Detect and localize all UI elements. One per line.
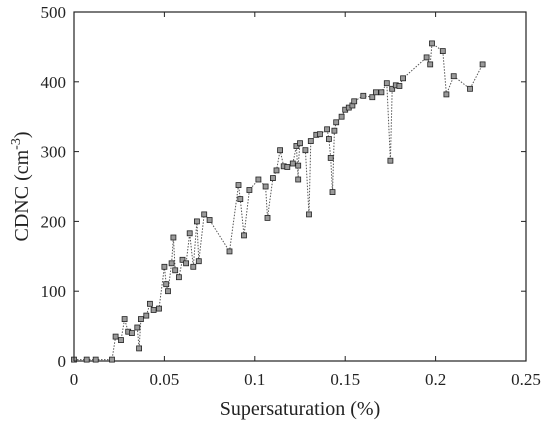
data-point bbox=[83, 356, 90, 363]
data-point bbox=[325, 136, 332, 142]
y-tick-label: 0 bbox=[58, 352, 67, 371]
data-point bbox=[443, 91, 450, 98]
data-point bbox=[329, 189, 336, 196]
data-point bbox=[396, 83, 403, 89]
data-point bbox=[161, 263, 168, 270]
data-point bbox=[146, 300, 153, 307]
data-point bbox=[427, 61, 434, 68]
data-point bbox=[163, 281, 170, 288]
data-point bbox=[302, 147, 309, 154]
data-point bbox=[186, 230, 193, 237]
data-point bbox=[264, 214, 271, 221]
data-point bbox=[400, 75, 407, 82]
data-point bbox=[307, 138, 314, 145]
x-tick-label: 0.25 bbox=[511, 370, 541, 389]
plot-area bbox=[71, 11, 527, 363]
data-point bbox=[179, 256, 186, 263]
data-point bbox=[387, 157, 394, 164]
data-point bbox=[170, 234, 177, 241]
data-point bbox=[289, 160, 296, 167]
axis-labels: Supersaturation (%) CDNC (cm-3) bbox=[9, 131, 380, 420]
y-axis-label: CDNC (cm-3) bbox=[9, 131, 33, 241]
y-axis-label-close: ) bbox=[11, 131, 33, 138]
data-point bbox=[297, 140, 303, 147]
y-tick-label: 500 bbox=[41, 3, 67, 22]
data-point bbox=[156, 305, 162, 312]
data-point bbox=[277, 147, 284, 154]
data-point bbox=[331, 127, 338, 134]
data-point bbox=[479, 61, 486, 68]
x-tick-label: 0.1 bbox=[244, 370, 265, 389]
data-point bbox=[134, 324, 141, 331]
data-point bbox=[121, 316, 128, 323]
y-axis-label-superscript: -3 bbox=[9, 138, 24, 150]
data-point bbox=[351, 98, 358, 105]
data-point bbox=[369, 94, 376, 101]
data-point bbox=[137, 316, 144, 323]
y-tick-label: 200 bbox=[41, 212, 67, 231]
data-point bbox=[306, 211, 312, 218]
y-axis-label-base: CDNC (cm bbox=[11, 149, 33, 241]
series-line bbox=[74, 42, 484, 361]
data-point bbox=[172, 267, 179, 274]
data-point bbox=[92, 356, 99, 363]
data-point bbox=[235, 182, 242, 189]
axis-ticks: 0 0.05 0.1 0.15 0.2 0.25 0 100 200 300 400 500 bbox=[41, 3, 541, 389]
data-point bbox=[136, 345, 143, 352]
data-point bbox=[423, 54, 430, 61]
y-tick-label: 300 bbox=[41, 143, 67, 162]
data-point bbox=[206, 217, 213, 223]
data-point bbox=[183, 260, 190, 267]
data-point bbox=[118, 337, 124, 344]
data-point bbox=[143, 312, 150, 319]
data-point bbox=[237, 196, 244, 203]
data-point bbox=[327, 154, 334, 161]
y-tick-label: 400 bbox=[41, 73, 67, 92]
data-point bbox=[109, 356, 115, 363]
data-point bbox=[190, 263, 197, 270]
data-point bbox=[378, 89, 385, 96]
data-point bbox=[195, 258, 202, 265]
data-point bbox=[175, 274, 182, 281]
data-point bbox=[269, 175, 276, 182]
data-point bbox=[255, 176, 262, 183]
data-point bbox=[128, 330, 135, 337]
y-tick-label: 100 bbox=[41, 282, 67, 301]
x-tick-label: 0 bbox=[70, 370, 79, 389]
data-point bbox=[295, 176, 302, 183]
data-point bbox=[467, 85, 473, 92]
data-point bbox=[450, 73, 457, 80]
plot-frame bbox=[73, 11, 527, 362]
data-point bbox=[150, 307, 157, 313]
data-point bbox=[226, 248, 233, 255]
data-point bbox=[316, 131, 323, 138]
data-point bbox=[262, 183, 269, 190]
data-point bbox=[168, 260, 175, 267]
data-point bbox=[383, 80, 390, 87]
data-point bbox=[439, 48, 446, 54]
data-point bbox=[429, 40, 435, 47]
data-point bbox=[324, 126, 331, 133]
data-point bbox=[246, 187, 253, 193]
data-point bbox=[165, 288, 171, 295]
data-point bbox=[201, 211, 208, 218]
data-point bbox=[112, 333, 119, 340]
data-point bbox=[372, 89, 379, 96]
data-point bbox=[193, 218, 200, 225]
x-tick-label: 0.05 bbox=[150, 370, 180, 389]
data-point bbox=[273, 167, 280, 174]
data-point bbox=[338, 113, 345, 120]
data-point bbox=[284, 164, 291, 170]
data-point bbox=[295, 162, 302, 169]
data-point bbox=[389, 85, 396, 92]
data-point bbox=[241, 232, 247, 239]
x-axis-label: Supersaturation (%) bbox=[220, 398, 381, 420]
x-tick-label: 0.15 bbox=[330, 370, 360, 389]
data-point bbox=[333, 119, 340, 126]
data-point bbox=[360, 92, 367, 99]
x-tick-label: 0.2 bbox=[425, 370, 446, 389]
